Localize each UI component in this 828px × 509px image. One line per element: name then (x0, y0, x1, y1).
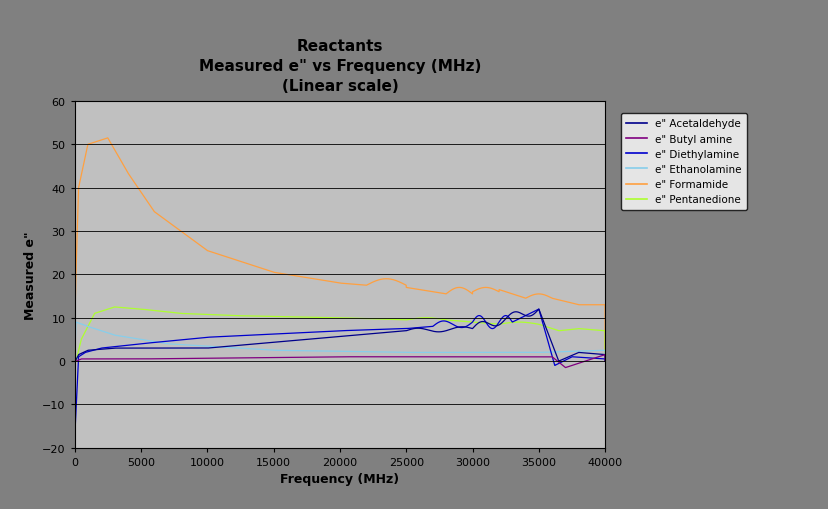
e" Pentanedione (70, 358, 79, 364)
X-axis label: Frequency (MHz): Frequency (MHz) (280, 472, 399, 486)
e" Acetaldehyde (321, 335, 331, 341)
e" Formamide (296, 274, 306, 280)
e" Diethylamine (321, 329, 331, 335)
e" Diethylamine (599, 358, 609, 364)
e" Ethanolamine (321, 348, 331, 354)
e" Acetaldehyde (296, 337, 306, 343)
e" Butyl amine (455, 354, 465, 360)
e" Ethanolamine (583, 348, 593, 354)
e" Acetaldehyde (599, 358, 609, 364)
e" Ethanolamine (296, 348, 306, 354)
e" Butyl amine (296, 354, 306, 360)
e" Formamide (103, 135, 113, 142)
e" Butyl amine (321, 354, 331, 360)
e" Ethanolamine (292, 348, 302, 354)
e" Butyl amine (583, 357, 593, 363)
e" Pentanedione (583, 327, 593, 333)
Line: e" Diethylamine: e" Diethylamine (75, 309, 604, 427)
e" Butyl amine (70, 358, 79, 364)
e" Pentanedione (292, 314, 302, 320)
Line: e" Pentanedione: e" Pentanedione (75, 307, 604, 361)
Legend: e" Acetaldehyde, e" Butyl amine, e" Diethylamine, e" Ethanolamine, e" Formamide,: e" Acetaldehyde, e" Butyl amine, e" Diet… (620, 114, 746, 210)
e" Pentanedione (109, 304, 119, 310)
e" Diethylamine (533, 306, 543, 313)
e" Ethanolamine (455, 350, 465, 356)
e" Diethylamine (292, 330, 302, 336)
e" Formamide (557, 298, 567, 304)
e" Acetaldehyde (455, 324, 465, 330)
e" Pentanedione (599, 358, 609, 364)
e" Formamide (321, 278, 331, 285)
e" Acetaldehyde (292, 337, 302, 344)
e" Acetaldehyde (557, 357, 567, 363)
Line: e" Butyl amine: e" Butyl amine (75, 355, 604, 368)
e" Diethylamine (583, 355, 593, 361)
Y-axis label: Measured e": Measured e" (23, 231, 36, 319)
Line: e" Formamide: e" Formamide (75, 138, 604, 361)
e" Pentanedione (321, 315, 331, 321)
e" Ethanolamine (557, 349, 567, 355)
Line: e" Ethanolamine: e" Ethanolamine (75, 323, 604, 361)
e" Diethylamine (455, 325, 465, 331)
e" Ethanolamine (70, 358, 79, 364)
e" Diethylamine (296, 330, 306, 336)
e" Acetaldehyde (533, 306, 543, 313)
e" Acetaldehyde (583, 351, 593, 357)
e" Diethylamine (70, 423, 79, 430)
e" Butyl amine (599, 352, 609, 358)
e" Pentanedione (296, 314, 306, 320)
Title: Reactants
Measured e" vs Frequency (MHz)
(Linear scale): Reactants Measured e" vs Frequency (MHz)… (199, 39, 480, 94)
e" Pentanedione (557, 328, 567, 334)
e" Formamide (455, 285, 465, 291)
e" Acetaldehyde (70, 358, 79, 364)
e" Formamide (583, 302, 593, 308)
e" Pentanedione (455, 319, 465, 325)
e" Butyl amine (560, 365, 570, 371)
e" Butyl amine (599, 358, 609, 364)
e" Butyl amine (556, 362, 566, 369)
Line: e" Acetaldehyde: e" Acetaldehyde (75, 309, 604, 361)
e" Formamide (70, 358, 79, 364)
e" Ethanolamine (599, 358, 609, 364)
e" Butyl amine (292, 354, 302, 360)
e" Formamide (292, 273, 302, 279)
e" Diethylamine (557, 359, 567, 365)
e" Ethanolamine (71, 320, 81, 326)
e" Formamide (599, 358, 609, 364)
